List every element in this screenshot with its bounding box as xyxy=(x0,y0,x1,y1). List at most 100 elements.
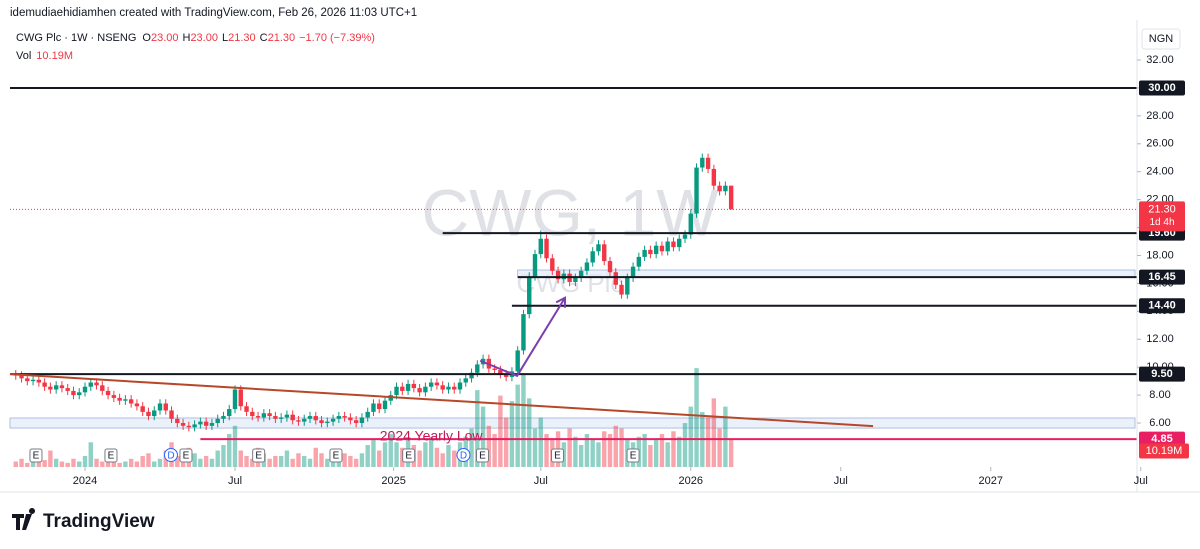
event-marker xyxy=(329,448,343,463)
volume-bar xyxy=(42,460,47,467)
level-label-box xyxy=(1139,366,1185,382)
candle-body xyxy=(723,185,728,192)
candle-body xyxy=(446,386,451,390)
volume-bar xyxy=(198,458,203,467)
event-marker xyxy=(179,448,193,463)
volume-bar xyxy=(665,442,670,467)
volume-bar xyxy=(302,456,307,467)
candle-body xyxy=(94,382,99,386)
arrow-head xyxy=(555,296,567,308)
candle-body xyxy=(452,386,457,390)
candle-body xyxy=(313,416,318,421)
legend-value: 23.00 xyxy=(151,32,179,44)
candle-body xyxy=(400,386,405,391)
candle-body xyxy=(728,185,734,210)
event-marker xyxy=(104,448,118,463)
volume-bar xyxy=(642,434,647,467)
volume-bar xyxy=(88,442,93,467)
candle-body xyxy=(232,389,238,410)
candle-body xyxy=(377,403,382,410)
candle-body xyxy=(48,386,53,390)
y-tick-label: 18.00 xyxy=(1146,249,1174,261)
candle-body xyxy=(717,185,722,192)
volume-bar xyxy=(348,456,353,467)
zone-band xyxy=(9,417,1136,429)
candle-body xyxy=(682,234,688,239)
volume-bar xyxy=(307,458,313,467)
volume-bar xyxy=(590,439,595,467)
candle-body xyxy=(192,424,197,428)
candle-body xyxy=(342,416,347,418)
legend-value: 23.00 xyxy=(190,32,218,44)
volume-bar xyxy=(244,456,249,467)
candle-body xyxy=(648,249,653,255)
candle-body xyxy=(463,378,468,383)
last-price-box xyxy=(1139,201,1185,232)
volume-bar xyxy=(521,373,526,467)
candle-body xyxy=(625,277,630,295)
volume-bar xyxy=(394,442,399,467)
candle-body xyxy=(30,379,36,382)
candle-body xyxy=(77,392,82,396)
candle-body xyxy=(602,244,607,262)
candle-body xyxy=(642,249,647,257)
event-label: D xyxy=(167,451,174,462)
x-tick-label: Jul xyxy=(534,475,548,487)
y-tick-label: 6.00 xyxy=(1149,417,1170,429)
volume-bar xyxy=(503,417,509,467)
volume-bar xyxy=(677,436,682,467)
candle-body xyxy=(584,262,590,271)
candle-body xyxy=(65,388,70,391)
volume-bar xyxy=(273,456,278,467)
candle-body xyxy=(532,254,538,277)
y-tick-label: 28.00 xyxy=(1146,110,1174,122)
volume-bar xyxy=(469,428,474,467)
candle-body xyxy=(152,410,157,417)
last-price-countdown: 1d 4h xyxy=(1149,217,1174,228)
level-label-box xyxy=(1139,80,1185,96)
volume-bar xyxy=(423,442,428,467)
event-marker xyxy=(29,448,43,463)
x-tick-label: Jul xyxy=(1134,475,1148,487)
volume-bar xyxy=(146,453,151,467)
candle-body xyxy=(250,411,255,417)
volume-bar xyxy=(359,453,365,467)
volume-bar xyxy=(602,431,607,467)
candle-body xyxy=(82,386,88,393)
candle-body xyxy=(71,390,76,396)
volume-bar xyxy=(296,453,301,467)
candle-body xyxy=(169,410,174,419)
candle-body xyxy=(607,261,613,273)
candle-body xyxy=(365,411,370,418)
volume-bar xyxy=(77,461,82,467)
footer: TradingView xyxy=(43,511,155,532)
candle-body xyxy=(59,385,65,389)
event-label: D xyxy=(460,451,467,462)
legend-change: −1.70 (−7.39%) xyxy=(299,32,375,44)
candle-body xyxy=(273,416,278,419)
candle-body xyxy=(394,386,399,396)
candle-body xyxy=(475,364,480,373)
candle-body xyxy=(238,389,243,407)
event-marker xyxy=(626,448,640,463)
volume-bar xyxy=(648,445,653,467)
volume-bar xyxy=(382,442,388,467)
volume-bar xyxy=(180,458,186,467)
candle-body xyxy=(550,258,555,271)
volume-bar xyxy=(619,428,624,467)
candle-body xyxy=(88,382,93,387)
x-tick-label: Jul xyxy=(834,475,848,487)
volume-bar xyxy=(25,462,30,467)
candle-body xyxy=(498,369,503,375)
volume-bar xyxy=(232,425,238,467)
volume-bar xyxy=(480,406,486,467)
volume-bar xyxy=(140,456,145,467)
candle-body xyxy=(336,416,342,419)
level-label: 4.85 xyxy=(1151,433,1172,445)
y-tick-label: 12.00 xyxy=(1146,333,1174,345)
volume-bar xyxy=(227,434,232,467)
legend-volume: Vol 10.19M xyxy=(16,50,73,62)
currency[interactable]: NGN xyxy=(1149,33,1174,45)
candle-body xyxy=(405,383,411,391)
currency-box[interactable] xyxy=(1141,28,1181,50)
